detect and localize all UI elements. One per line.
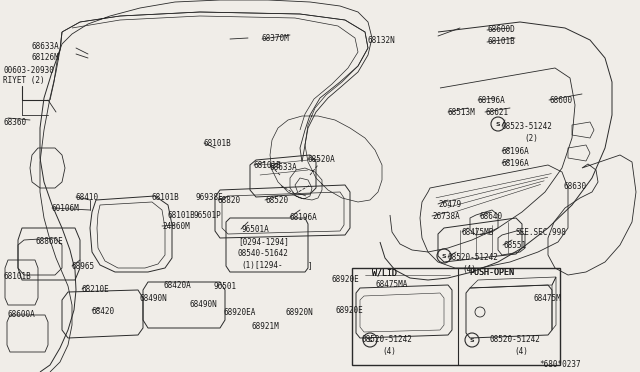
- Text: ]: ]: [308, 261, 312, 270]
- Text: 68132N: 68132N: [367, 36, 395, 45]
- Text: 68630: 68630: [564, 182, 587, 191]
- Text: 68600: 68600: [549, 96, 572, 105]
- Text: 68475M: 68475M: [533, 294, 561, 303]
- Text: 68420A: 68420A: [163, 281, 191, 290]
- Text: 68101B: 68101B: [168, 211, 196, 220]
- Text: 68126M: 68126M: [32, 53, 60, 62]
- Text: 68370M: 68370M: [262, 34, 290, 43]
- Text: 08520-51242: 08520-51242: [448, 253, 499, 262]
- Text: (1)[1294-: (1)[1294-: [241, 261, 283, 270]
- Text: S: S: [368, 338, 372, 343]
- Text: W/LID: W/LID: [372, 268, 397, 277]
- Text: 68360: 68360: [3, 118, 26, 127]
- Text: (4): (4): [382, 347, 396, 356]
- Text: 68513M: 68513M: [448, 108, 476, 117]
- Text: 68196A: 68196A: [478, 96, 506, 105]
- Text: 68101B: 68101B: [254, 161, 282, 170]
- Text: 26738A: 26738A: [432, 212, 460, 221]
- Text: S: S: [442, 254, 446, 259]
- Text: 68965: 68965: [72, 262, 95, 271]
- Text: 68520: 68520: [265, 196, 288, 205]
- Text: (4): (4): [514, 347, 528, 356]
- Text: RIYET (2): RIYET (2): [3, 76, 45, 85]
- Text: W/LID: W/LID: [372, 268, 397, 277]
- Text: 08520-51242: 08520-51242: [490, 335, 541, 344]
- Text: 68600A: 68600A: [8, 310, 36, 319]
- Text: 08520-51242: 08520-51242: [362, 335, 413, 344]
- Text: 68920EA: 68920EA: [224, 308, 257, 317]
- Text: 68920E: 68920E: [332, 275, 360, 284]
- Text: 68101B: 68101B: [487, 37, 515, 46]
- Text: 00603-20930: 00603-20930: [3, 66, 54, 75]
- Text: 68621: 68621: [485, 108, 508, 117]
- Text: [0294-1294]: [0294-1294]: [238, 237, 289, 246]
- Text: PUSH-OPEN: PUSH-OPEN: [469, 268, 514, 277]
- Text: 68196A: 68196A: [502, 159, 530, 168]
- Text: 08523-51242: 08523-51242: [502, 122, 553, 131]
- Text: (2): (2): [524, 134, 538, 143]
- Text: 68101B: 68101B: [4, 272, 32, 281]
- Text: SEE.SEC.998: SEE.SEC.998: [515, 228, 566, 237]
- Text: 68475MB: 68475MB: [462, 228, 494, 237]
- Text: 96501P: 96501P: [194, 211, 221, 220]
- Text: 68196A: 68196A: [502, 147, 530, 156]
- Text: 68196A: 68196A: [290, 213, 317, 222]
- Text: (4): (4): [462, 265, 476, 274]
- Text: *680*0237: *680*0237: [539, 360, 580, 369]
- Text: S: S: [470, 338, 474, 343]
- Text: 68101B: 68101B: [204, 139, 232, 148]
- Text: 68860E: 68860E: [35, 237, 63, 246]
- Text: 68490N: 68490N: [190, 300, 218, 309]
- Text: 68210E: 68210E: [82, 285, 109, 294]
- Text: 68600D: 68600D: [487, 25, 515, 34]
- Text: 68101B: 68101B: [152, 193, 180, 202]
- Text: 68410: 68410: [76, 193, 99, 202]
- Text: 26479: 26479: [438, 200, 461, 209]
- Text: 68420: 68420: [92, 307, 115, 316]
- Text: 68820: 68820: [218, 196, 241, 205]
- Text: 96938E: 96938E: [196, 193, 224, 202]
- Text: 08540-51642: 08540-51642: [237, 249, 288, 258]
- Text: 68633A: 68633A: [270, 163, 298, 172]
- Text: 68633A: 68633A: [32, 42, 60, 51]
- Text: 68520A: 68520A: [308, 155, 336, 164]
- Text: PUSH-OPEN: PUSH-OPEN: [469, 268, 514, 277]
- Text: 68921M: 68921M: [252, 322, 280, 331]
- Text: 68920E: 68920E: [336, 306, 364, 315]
- Text: 96501: 96501: [213, 282, 236, 291]
- Text: 68920N: 68920N: [285, 308, 313, 317]
- Text: 68490N: 68490N: [140, 294, 168, 303]
- Text: S: S: [496, 122, 500, 127]
- Text: 68475MA: 68475MA: [376, 280, 408, 289]
- Text: 68551: 68551: [503, 241, 526, 250]
- Text: 24860M: 24860M: [162, 222, 189, 231]
- Text: 68640: 68640: [480, 212, 503, 221]
- Text: 60106M: 60106M: [52, 204, 80, 213]
- Text: 96501A: 96501A: [241, 225, 269, 234]
